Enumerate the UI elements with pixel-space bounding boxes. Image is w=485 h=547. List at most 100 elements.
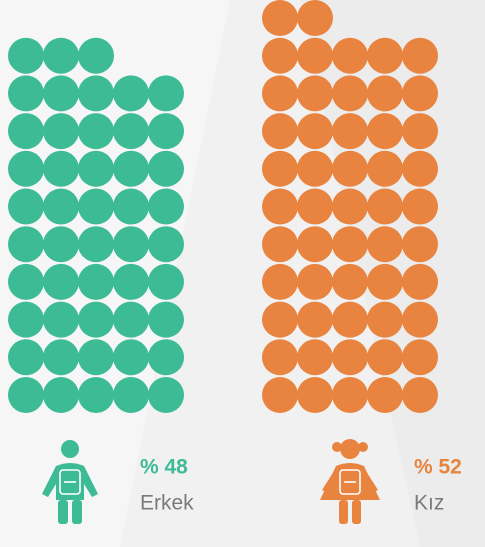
boy-icon	[42, 440, 98, 524]
waffle-dot	[148, 150, 184, 187]
waffle-dot	[78, 75, 114, 112]
waffle-dot	[8, 339, 44, 376]
waffle-dot	[402, 339, 438, 376]
waffle-dot	[43, 263, 79, 300]
waffle-dot	[43, 75, 79, 112]
waffle-dot	[332, 75, 368, 112]
waffle-dot	[113, 301, 149, 338]
waffle-dot	[297, 0, 333, 36]
waffle-dot	[148, 301, 184, 338]
waffle-dot	[332, 150, 368, 187]
waffle-dot	[367, 113, 403, 150]
waffle-dot	[8, 113, 44, 150]
waffle-dot	[148, 263, 184, 300]
category-label: Erkek	[140, 492, 194, 515]
waffle-dot	[402, 113, 438, 150]
waffle-dot	[78, 339, 114, 376]
waffle-dot	[297, 188, 333, 225]
waffle-dot	[8, 226, 44, 263]
waffle-dot	[367, 377, 403, 413]
waffle-dot	[402, 75, 438, 112]
waffle-dot	[8, 75, 44, 112]
waffle-dot	[113, 377, 149, 413]
waffle-dot	[332, 37, 368, 74]
waffle-dot	[8, 188, 44, 225]
waffle-dot	[43, 377, 79, 413]
waffle-dot	[113, 263, 149, 300]
waffle-dot	[8, 37, 44, 74]
value-label: % 52	[414, 456, 462, 479]
waffle-dot	[367, 188, 403, 225]
waffle-dot	[297, 377, 333, 413]
waffle-dot	[332, 188, 368, 225]
waffle-dot	[78, 301, 114, 338]
waffle-dot	[43, 339, 79, 376]
waffle-dot	[332, 113, 368, 150]
waffle-dot	[113, 75, 149, 112]
waffle-dot	[367, 150, 403, 187]
waffle-dot	[8, 377, 44, 413]
waffle-dot	[78, 113, 114, 150]
waffle-dot	[262, 75, 298, 112]
waffle-dot	[148, 188, 184, 225]
waffle-dot	[43, 301, 79, 338]
waffle-dot	[148, 113, 184, 150]
waffle-dot	[297, 301, 333, 338]
waffle-dot	[78, 188, 114, 225]
waffle-dot	[332, 263, 368, 300]
waffle-dot	[262, 339, 298, 376]
waffle-dot	[43, 113, 79, 150]
waffle-dot	[78, 263, 114, 300]
waffle-dot	[297, 113, 333, 150]
waffle-dot	[262, 188, 298, 225]
waffle-dot	[113, 188, 149, 225]
waffle-dot	[297, 263, 333, 300]
waffle-dot	[262, 113, 298, 150]
waffle-dot	[262, 226, 298, 263]
waffle-dot	[402, 226, 438, 263]
waffle-dot	[297, 339, 333, 376]
waffle-dot	[262, 263, 298, 300]
waffle-dot	[43, 226, 79, 263]
waffle-dot	[78, 37, 114, 74]
waffle-dot	[113, 226, 149, 263]
waffle-dot	[297, 37, 333, 74]
waffle-dot	[262, 377, 298, 413]
waffle-dot	[367, 263, 403, 300]
waffle-dot	[367, 75, 403, 112]
waffle-dot	[297, 150, 333, 187]
waffle-dot	[332, 226, 368, 263]
waffle-dot	[402, 150, 438, 187]
waffle-dot	[367, 37, 403, 74]
waffle-dot	[367, 339, 403, 376]
waffle-dot	[262, 0, 298, 36]
waffle-dot	[113, 150, 149, 187]
waffle-dot	[402, 37, 438, 74]
waffle-dot	[78, 226, 114, 263]
category-label: Kız	[414, 492, 444, 515]
waffle-dot	[148, 339, 184, 376]
waffle-dot	[332, 339, 368, 376]
waffle-dot	[78, 150, 114, 187]
waffle-dot	[148, 377, 184, 413]
waffle-dot	[8, 263, 44, 300]
waffle-dot	[262, 37, 298, 74]
waffle-dot	[113, 339, 149, 376]
waffle-dot	[43, 150, 79, 187]
girl-icon	[320, 439, 380, 524]
waffle-dot	[402, 377, 438, 413]
waffle-dot	[402, 263, 438, 300]
waffle-dot	[262, 150, 298, 187]
waffle-dot	[262, 301, 298, 338]
waffle-dot	[367, 226, 403, 263]
waffle-dot	[402, 188, 438, 225]
waffle-dot	[148, 226, 184, 263]
waffle-dot	[78, 377, 114, 413]
value-label: % 48	[140, 456, 188, 479]
waffle-dot	[332, 377, 368, 413]
waffle-dot	[297, 75, 333, 112]
waffle-dot	[148, 75, 184, 112]
waffle-dot	[43, 37, 79, 74]
waffle-dot	[113, 113, 149, 150]
